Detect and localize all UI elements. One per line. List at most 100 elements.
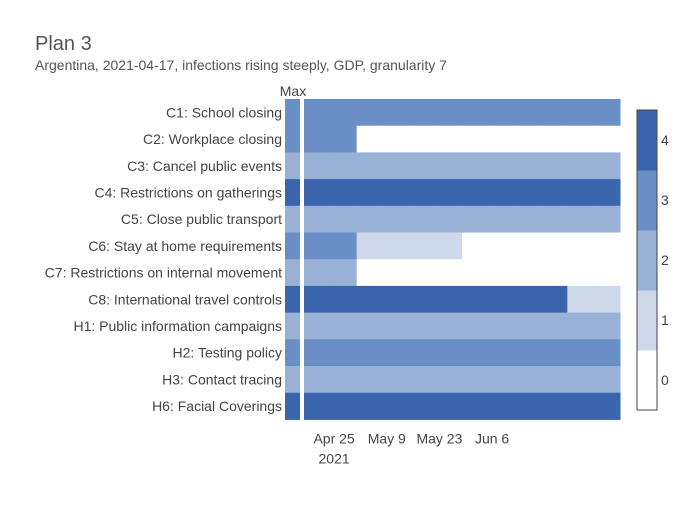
heatmap-cell (567, 99, 595, 127)
heatmap-cell (304, 205, 331, 233)
heatmap-cell (541, 125, 568, 153)
heatmap-cell (541, 152, 568, 180)
row-label: C5: Close public transport (121, 211, 282, 227)
heatmap-cell (330, 179, 358, 207)
x-tick-label: Apr 25 (313, 430, 354, 446)
row-label: C3: Cancel public events (127, 158, 282, 174)
heatmap-cell (567, 366, 595, 394)
heatmap-cell (541, 205, 568, 233)
heatmap-cell (330, 232, 358, 260)
heatmap-cell (567, 259, 595, 287)
colorbar-tick-label: 1 (661, 312, 669, 328)
max-cell (285, 99, 300, 127)
heatmap-cell (462, 312, 489, 340)
heatmap-cell (435, 99, 463, 127)
heatmap-cell (435, 152, 463, 180)
heatmap-cell (593, 232, 621, 260)
heatmap-cell (541, 259, 568, 287)
row-label: C2: Workplace closing (143, 131, 282, 147)
heatmap-cell (356, 125, 384, 153)
heatmap-cell (593, 312, 621, 340)
heatmap-cell (567, 339, 595, 367)
heatmap-cell (593, 152, 621, 180)
heatmap-cell (541, 232, 568, 260)
heatmap-row: C8: International travel controls (88, 285, 621, 314)
heatmap-cell (383, 205, 410, 233)
heatmap-cell (383, 312, 410, 340)
heatmap-cell (304, 392, 331, 420)
heatmap-row: C4: Restrictions on gatherings (94, 179, 621, 207)
heatmap-cell (514, 99, 542, 127)
heatmap-cell (356, 232, 384, 260)
heatmap-cell (567, 232, 595, 260)
heatmap-cell (383, 339, 410, 367)
heatmap-cell (488, 312, 516, 340)
heatmap-cell (514, 179, 542, 207)
colorbar-tick-label: 3 (661, 192, 669, 208)
heatmap-cell (330, 259, 358, 287)
row-label: H1: Public information campaigns (73, 318, 282, 334)
heatmap-cell (567, 285, 595, 314)
heatmap-cell (541, 366, 568, 394)
colorbar-segment (637, 230, 657, 291)
heatmap-cell (383, 285, 410, 314)
max-column-label: Max (280, 83, 306, 99)
heatmap-cell (488, 259, 516, 287)
heatmap-cell (304, 125, 331, 153)
colorbar: 0 1 2 3 4 (636, 109, 669, 411)
heatmap-cell (514, 366, 542, 394)
heatmap-cell (409, 205, 437, 233)
heatmap-cell (330, 285, 358, 314)
heatmap-cell (488, 285, 516, 314)
colorbar-segment (637, 350, 657, 411)
heatmap-cell (409, 259, 437, 287)
heatmap-cell (409, 392, 437, 420)
max-cell (285, 259, 300, 287)
heatmap-cell (567, 152, 595, 180)
row-label: C1: School closing (166, 104, 282, 120)
heatmap-cell (541, 312, 568, 340)
heatmap-row: C7: Restrictions on internal movement (45, 259, 621, 287)
heatmap-cell (462, 259, 489, 287)
heatmap-cell (541, 392, 568, 420)
heatmap-cell (593, 366, 621, 394)
max-cell (285, 179, 300, 207)
heatmap-cell (383, 99, 410, 127)
colorbar-outline (636, 109, 658, 411)
heatmap-cell (514, 312, 542, 340)
heatmap-cell (356, 205, 384, 233)
heatmap-cell (567, 179, 595, 207)
colorbar-segment (637, 290, 657, 351)
heatmap-cell (593, 179, 621, 207)
max-cell (285, 205, 300, 233)
heatmap-cell (488, 152, 516, 180)
heatmap-cell (304, 259, 331, 287)
heatmap-cell (435, 285, 463, 314)
heatmap-cell (462, 339, 489, 367)
row-label: H3: Contact tracing (162, 371, 282, 387)
max-cell (285, 366, 300, 394)
heatmap-cell (541, 99, 568, 127)
heatmap-cell (462, 232, 489, 260)
heatmap-cell (435, 259, 463, 287)
heatmap-cell (593, 285, 621, 314)
heatmap-cell (383, 179, 410, 207)
heatmap-cell (567, 125, 595, 153)
heatmap-cell (514, 392, 542, 420)
max-cell (285, 339, 300, 367)
heatmap-cell (462, 366, 489, 394)
heatmap-cell (593, 392, 621, 420)
row-label: C8: International travel controls (88, 291, 282, 307)
heatmap-cell (514, 232, 542, 260)
row-label: C6: Stay at home requirements (88, 238, 282, 254)
heatmap-cell (409, 366, 437, 394)
heatmap-row: C3: Cancel public events (127, 152, 621, 180)
colorbar-segment (637, 110, 657, 171)
heatmap-cell (488, 179, 516, 207)
heatmap-cell (541, 285, 568, 314)
heatmap-cell (356, 392, 384, 420)
heatmap-cell (593, 339, 621, 367)
heatmap-cell (488, 366, 516, 394)
